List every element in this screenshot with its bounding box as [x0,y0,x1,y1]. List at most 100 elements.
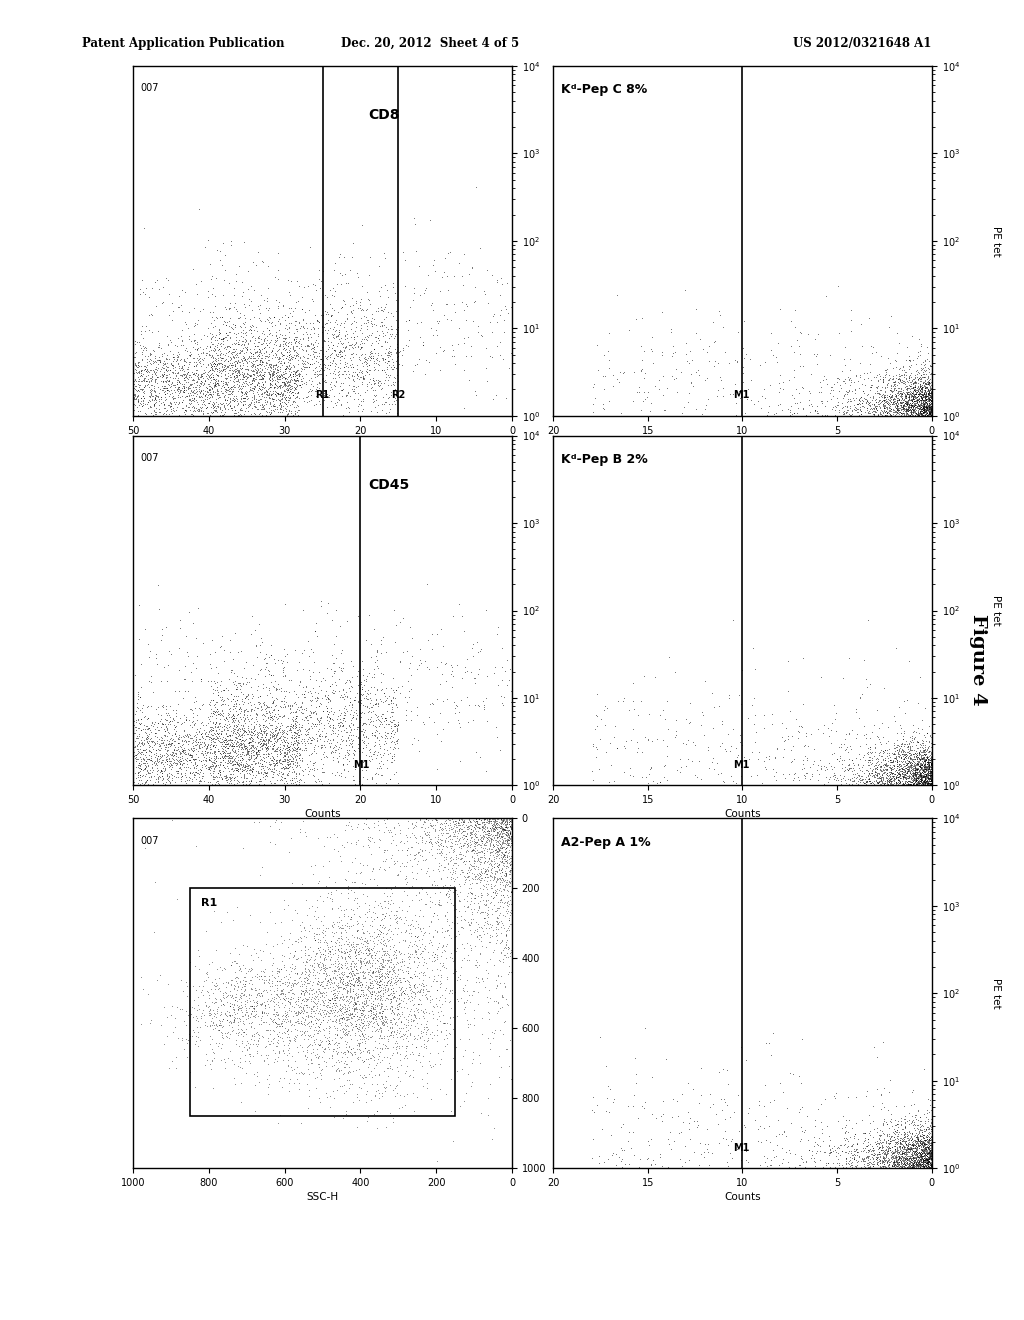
Point [898,405,914,426]
Point [914,397,931,418]
Point [863,342,880,363]
Point [390,371,407,392]
Point [307,993,324,1014]
Point [427,949,443,970]
Point [872,1150,889,1171]
Point [297,1045,313,1067]
Point [830,1110,847,1131]
Point [186,764,203,785]
Point [289,1005,305,1026]
Point [403,1041,420,1063]
Point [921,715,937,737]
Point [374,1027,390,1048]
Point [356,681,373,702]
Point [892,763,908,784]
Point [895,405,911,426]
Point [225,763,242,784]
Point [471,808,487,829]
Point [914,775,931,796]
Point [205,760,221,781]
Point [385,680,401,701]
Point [266,752,283,774]
Point [923,1158,939,1179]
Point [923,405,939,426]
Point [335,977,351,998]
Point [919,1144,935,1166]
Point [830,770,847,791]
Point [369,1038,385,1059]
Point [490,1045,507,1067]
Point [907,395,924,416]
Point [390,941,407,962]
Point [333,643,349,664]
Point [471,876,487,898]
Point [919,775,935,796]
Point [188,380,205,401]
Point [267,987,284,1008]
Point [920,775,936,796]
Point [853,405,869,426]
Point [924,746,940,767]
Point [195,338,211,359]
Point [391,342,408,363]
Point [454,818,470,840]
Point [143,730,160,751]
Point [923,405,939,426]
Point [775,378,792,399]
Point [901,405,918,426]
Point [348,705,365,726]
Point [287,387,303,408]
Point [918,1158,934,1179]
Point [390,345,407,366]
Point [397,310,414,331]
Point [879,405,895,426]
Point [912,405,929,426]
Point [270,383,287,404]
Point [910,742,927,763]
Point [413,936,429,957]
Point [916,380,933,401]
Point [268,326,285,347]
Point [153,739,169,760]
Point [191,351,208,372]
Point [920,1138,936,1159]
Point [156,342,172,363]
Point [920,1158,936,1179]
Point [842,735,858,756]
Point [897,1131,913,1152]
Point [367,731,383,752]
Point [479,968,496,989]
Point [486,850,503,871]
Point [923,764,939,785]
Point [254,1002,270,1023]
Point [907,384,924,405]
Point [898,743,914,764]
Point [383,393,399,414]
Point [916,775,933,796]
Point [264,341,281,362]
Point [224,986,241,1007]
Point [261,405,278,426]
Point [358,993,375,1014]
Point [403,936,420,957]
Point [873,752,890,774]
Point [904,775,921,796]
Point [815,775,831,796]
Point [272,393,289,414]
Point [291,713,307,734]
Point [254,393,270,414]
Point [262,356,279,378]
Point [269,348,286,370]
Point [885,400,901,421]
Point [907,1131,924,1152]
Point [248,363,264,384]
Point [208,656,224,677]
Point [919,775,935,796]
Point [904,392,921,413]
Point [260,1019,276,1040]
Point [879,1152,895,1173]
Point [309,709,326,730]
Point [249,710,265,731]
Point [494,859,510,880]
Point [865,1144,882,1166]
